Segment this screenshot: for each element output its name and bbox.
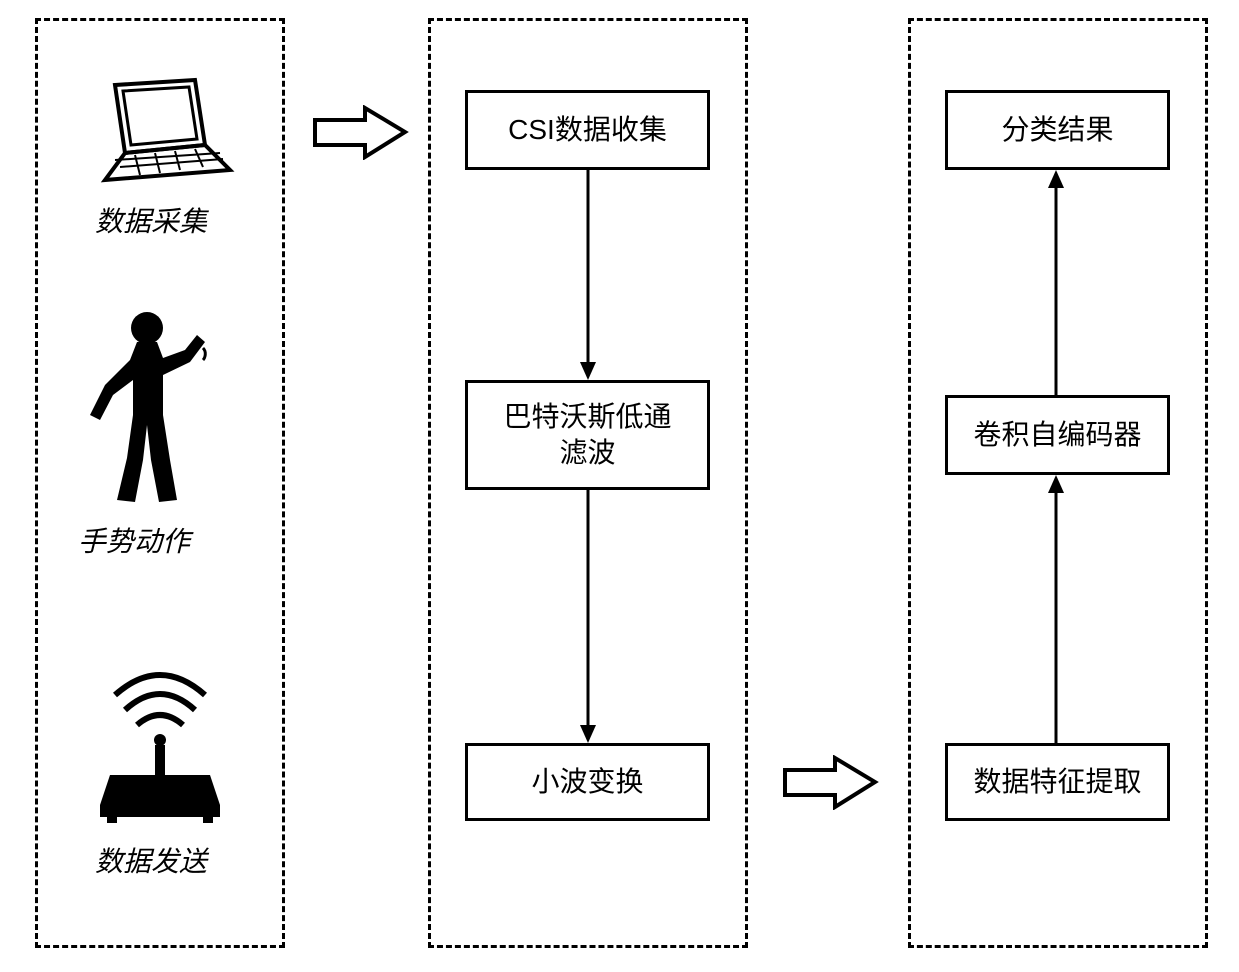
wavelet-box: 小波变换	[465, 743, 710, 821]
wavelet-label: 小波变换	[531, 764, 643, 800]
csi-label: CSI数据收集	[508, 112, 667, 148]
conv-ae-box: 卷积自编码器	[945, 395, 1170, 475]
laptop-label: 数据采集	[95, 200, 207, 240]
csi-box: CSI数据收集	[465, 90, 710, 170]
feature-box: 数据特征提取	[945, 743, 1170, 821]
person-label: 手势动作	[78, 520, 190, 560]
person-icon	[85, 310, 235, 505]
big-arrow-left-to-middle	[310, 105, 410, 160]
laptop-icon	[85, 75, 235, 185]
classify-label: 分类结果	[1001, 112, 1113, 148]
person-section	[85, 310, 235, 505]
arrow-csi-to-butterworth	[580, 170, 600, 385]
router-label: 数据发送	[95, 840, 207, 880]
feature-label: 数据特征提取	[973, 764, 1141, 800]
router-section	[85, 660, 235, 825]
router-icon	[85, 660, 235, 825]
arrow-feature-to-convae	[1048, 475, 1068, 748]
big-arrow-middle-to-right	[780, 755, 880, 810]
butterworth-label: 巴特沃斯低通 滤波	[503, 399, 671, 472]
laptop-section	[75, 75, 245, 185]
arrow-convae-to-classify	[1048, 170, 1068, 400]
butterworth-box: 巴特沃斯低通 滤波	[465, 380, 710, 490]
arrow-butterworth-to-wavelet	[580, 490, 600, 748]
classify-box: 分类结果	[945, 90, 1170, 170]
conv-ae-label: 卷积自编码器	[973, 417, 1141, 453]
